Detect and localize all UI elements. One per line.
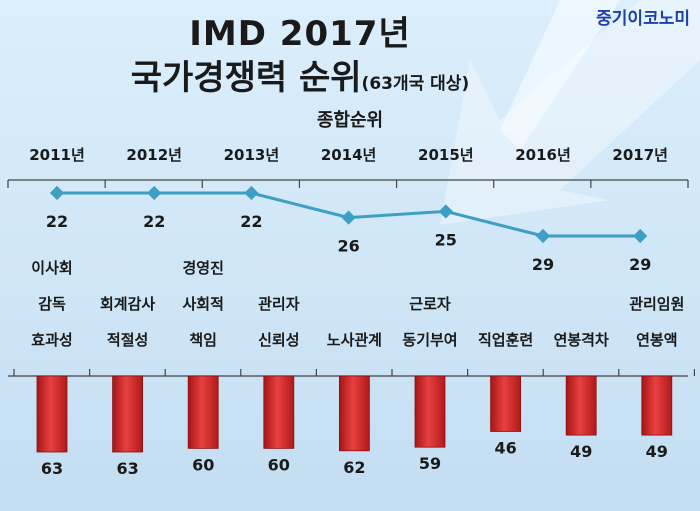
rank-point: [341, 210, 356, 225]
section-label: 종합순위: [316, 110, 384, 131]
bar-category-label: 직업훈련: [477, 331, 534, 349]
x-tick-label: 2016년: [515, 146, 571, 164]
title-line-1: IMD 2017년: [189, 14, 411, 54]
rank-point: [633, 228, 648, 244]
rank-data-label: 26: [337, 237, 359, 256]
title-subtitle: (63개국 대상): [361, 74, 470, 94]
bar-category-label: 효과성: [31, 331, 73, 349]
bar-data-label: 59: [419, 454, 441, 473]
x-tick-label: 2014년: [321, 146, 377, 164]
x-tick-label: 2012년: [126, 146, 182, 164]
rank-data-label: 25: [435, 230, 457, 249]
bar-category-label: 연봉액: [636, 331, 678, 349]
bar: [565, 375, 597, 436]
bar-category-label: 동기부여: [402, 331, 458, 349]
bar-category-label: 관리자: [258, 295, 300, 313]
x-tick-label: 2011년: [29, 146, 85, 164]
rank-point: [244, 185, 259, 201]
bar: [263, 375, 295, 449]
bar-category-label: 노사관계: [326, 331, 382, 349]
bar-data-label: 49: [646, 442, 668, 461]
brand-logo-text: 중기이코노미: [596, 9, 690, 29]
rank-data-label: 29: [629, 255, 651, 274]
bar: [490, 375, 522, 432]
bar: [36, 375, 68, 453]
bar: [187, 375, 219, 449]
bar: [641, 375, 673, 436]
rank-data-label: 29: [532, 255, 554, 274]
bar-data-label: 60: [268, 455, 290, 474]
bar-category-label: 경영진: [182, 259, 224, 277]
bar-category-label: 근로자: [409, 295, 451, 313]
bar-category-label: 사회적: [182, 295, 224, 313]
bar: [414, 375, 446, 448]
rank-point: [49, 185, 65, 201]
rank-point: [535, 228, 551, 244]
rank-data-label: 22: [46, 212, 68, 231]
bar-data-label: 63: [41, 459, 63, 478]
bar-data-label: 46: [494, 438, 516, 457]
x-tick-label: 2015년: [418, 146, 474, 164]
rank-data-label: 22: [240, 212, 262, 231]
bar-category-label: 적절성: [106, 331, 149, 349]
bar-category-label: 회계감사: [99, 295, 156, 313]
bar-data-label: 60: [192, 455, 214, 474]
x-tick-label: 2013년: [224, 146, 280, 164]
bar-category-label: 관리임원: [629, 295, 685, 313]
bar-category-label: 책임: [189, 331, 217, 349]
x-tick-label: 2017년: [612, 146, 668, 164]
bar-category-label: 감독: [38, 295, 66, 313]
bar: [338, 375, 370, 452]
bar-category-label: 신뢰성: [258, 331, 300, 349]
bar-data-label: 63: [116, 459, 138, 478]
bar-data-label: 62: [343, 458, 365, 477]
rank-data-label: 22: [143, 212, 165, 231]
bar-category-label: 연봉격차: [553, 331, 609, 349]
bar-data-label: 49: [570, 442, 592, 461]
title-line-2: 국가경쟁력 순위(63개국 대상): [0, 50, 600, 99]
rank-point: [147, 185, 162, 201]
bar: [112, 375, 143, 453]
title-main: 국가경쟁력 순위: [130, 58, 362, 98]
rank-point: [438, 204, 453, 219]
bar-category-label: 이사회: [31, 259, 73, 277]
